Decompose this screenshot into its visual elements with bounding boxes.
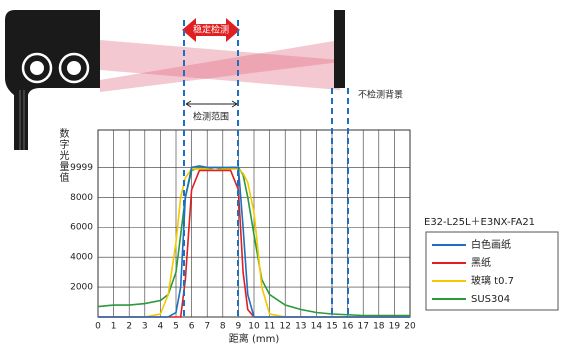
y-tick-label: 9999 [70, 163, 93, 173]
x-tick-label: 18 [373, 322, 385, 332]
stable-arrow [182, 18, 240, 42]
x-tick-label: 3 [142, 322, 148, 332]
x-tick-label: 17 [357, 322, 368, 332]
y-tick-label: 8000 [70, 193, 93, 203]
series-line [98, 165, 410, 318]
x-tick-label: 13 [295, 322, 306, 332]
x-tick-label: 10 [248, 322, 260, 332]
x-tick-label: 14 [311, 322, 323, 332]
range-arrow [185, 100, 238, 108]
legend-label: 白色画纸 [471, 238, 511, 251]
x-tick-label: 9 [236, 322, 242, 332]
annotation: 稳定检测 [193, 24, 229, 36]
x-tick-label: 7 [204, 322, 210, 332]
legend-label: 黑纸 [471, 256, 491, 269]
y-tick-label: 2000 [70, 283, 93, 293]
x-tick-label: 11 [264, 322, 275, 332]
beam [100, 40, 340, 90]
x-tick-label: 20 [404, 322, 416, 332]
legend-label: SUS304 [471, 294, 510, 305]
x-tick-label: 15 [326, 322, 337, 332]
legend-title: E32-L25L＋E3NX-FA21 [424, 217, 535, 228]
x-axis-label: 距离 (mm) [229, 332, 280, 345]
x-tick-label: 8 [220, 322, 226, 332]
sensor [5, 10, 100, 150]
x-tick-label: 5 [173, 322, 179, 332]
beam [100, 40, 340, 92]
x-tick-label: 19 [389, 322, 401, 332]
background-wall [334, 10, 345, 88]
x-tick-label: 2 [126, 322, 132, 332]
x-tick-label: 4 [158, 322, 164, 332]
guide-lines [183, 20, 349, 318]
annotation: 不检测背景 [358, 89, 403, 101]
x-tick-label: 1 [111, 322, 117, 332]
y-axis-label: 数字光量值 [57, 128, 68, 183]
annotation: 检测范围 [193, 111, 229, 123]
x-tick-label: 16 [342, 322, 354, 332]
x-tick-label: 6 [189, 322, 195, 332]
x-tick-label: 12 [279, 322, 290, 332]
x-tick-label: 0 [95, 322, 101, 332]
y-tick-label: 6000 [70, 223, 93, 233]
y-tick-label: 4000 [70, 253, 93, 263]
legend-label: 玻璃 t0.7 [471, 274, 514, 287]
